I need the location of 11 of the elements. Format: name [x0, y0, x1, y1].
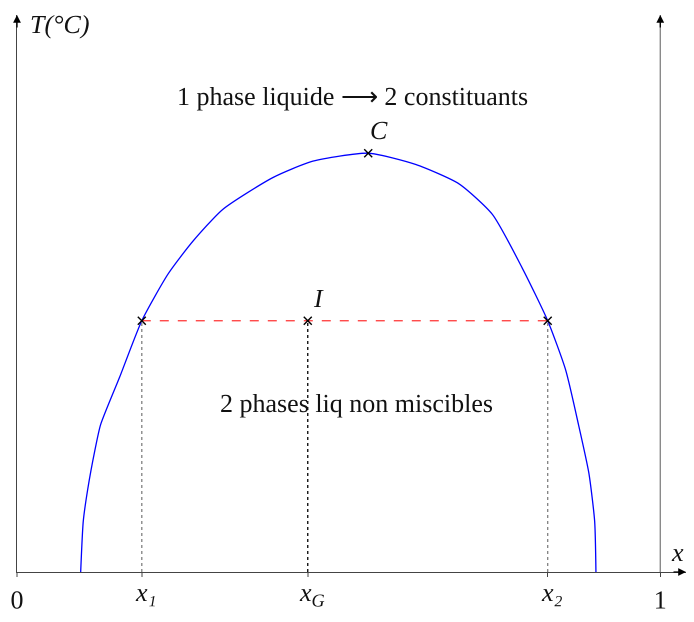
annotation: 2 phases liq non miscibles [220, 389, 493, 418]
text: T(°C) [30, 10, 90, 39]
x-tick-label: 0 [10, 585, 24, 614]
x-axis-title: x [671, 538, 684, 567]
text: 1 phase liquide ⟶ 2 constituants [177, 82, 528, 111]
annotation: x₁ [135, 578, 157, 607]
annotation: I [313, 284, 324, 313]
x-tick-label: 1 [654, 585, 667, 614]
annotation: x$_{G}$ [299, 578, 325, 610]
annotation: C [370, 116, 388, 145]
annotation: x₂ [541, 578, 563, 607]
